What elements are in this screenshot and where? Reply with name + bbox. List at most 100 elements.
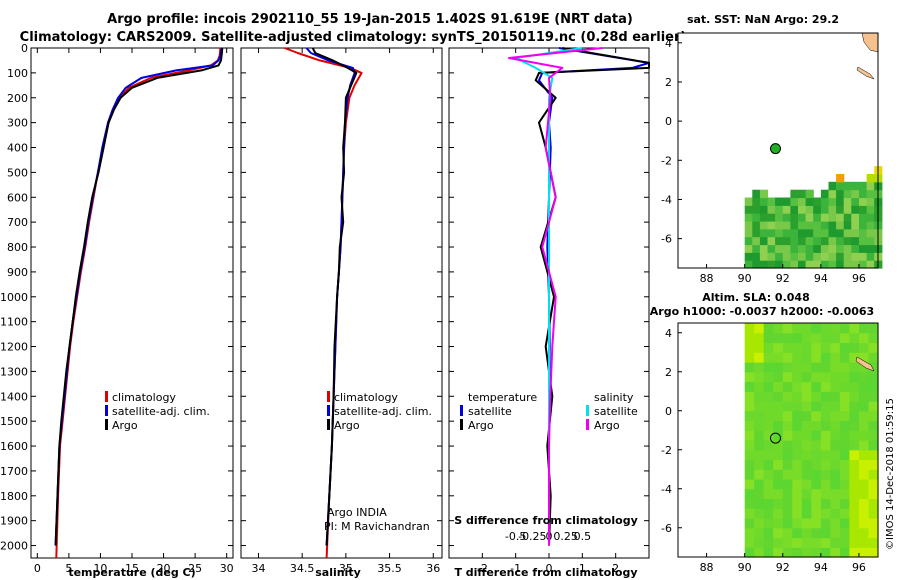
heatmap-cell bbox=[868, 449, 879, 461]
heatmap-cell bbox=[801, 527, 812, 539]
heatmap-cell bbox=[839, 488, 850, 500]
heatmap-cell bbox=[828, 236, 837, 246]
heatmap-cell bbox=[811, 488, 822, 500]
heatmap-cell bbox=[782, 498, 793, 509]
heatmap-cell bbox=[868, 342, 879, 353]
heatmap-cell bbox=[782, 518, 793, 529]
heatmap-cell bbox=[813, 260, 822, 269]
heatmap-cell bbox=[782, 430, 793, 441]
heatmap-cell bbox=[866, 205, 875, 214]
heatmap-cell bbox=[773, 449, 784, 461]
heatmap-cell bbox=[792, 371, 803, 383]
heatmap-cell bbox=[859, 221, 868, 230]
heatmap-cell bbox=[792, 479, 803, 490]
heatmap-cell bbox=[811, 449, 822, 461]
y-tick-label: 1400 bbox=[0, 390, 28, 403]
heatmap-cell bbox=[811, 518, 822, 529]
heatmap-cell bbox=[851, 228, 860, 238]
heatmap-cell bbox=[744, 371, 755, 383]
heatmap-cell bbox=[754, 469, 765, 480]
map-y-tick-label: -6 bbox=[661, 522, 672, 535]
salinity-legend: climatology satellite-adj. clim. Argo bbox=[327, 391, 432, 432]
heatmap-cell bbox=[828, 205, 837, 214]
legend-swatch-satellite bbox=[327, 405, 330, 416]
y-tick-label: 100 bbox=[7, 67, 28, 80]
heatmap-cell bbox=[820, 213, 830, 222]
heatmap-cell bbox=[782, 244, 791, 253]
heatmap-cell bbox=[805, 228, 814, 238]
heatmap-cell bbox=[868, 401, 879, 412]
heatmap-cell bbox=[849, 420, 860, 431]
heatmap-cell bbox=[782, 459, 793, 470]
heatmap-cell bbox=[782, 391, 793, 402]
heatmap-cell bbox=[801, 449, 812, 461]
heatmap-cell bbox=[866, 213, 875, 222]
legend-swatch-t-satellite bbox=[460, 405, 463, 416]
heatmap-cell bbox=[782, 469, 793, 480]
heatmap-cell bbox=[805, 213, 814, 222]
heatmap-cell bbox=[820, 260, 830, 269]
heatmap-cell bbox=[866, 197, 875, 206]
heatmap-cell bbox=[754, 498, 765, 509]
heatmap-cell bbox=[859, 391, 870, 402]
heatmap-cell bbox=[767, 228, 776, 238]
heatmap-cell bbox=[744, 352, 755, 363]
heatmap-cell bbox=[811, 440, 822, 451]
heatmap-cell bbox=[859, 197, 868, 206]
heatmap-cell bbox=[754, 547, 765, 558]
heatmap-cell bbox=[805, 252, 814, 261]
heatmap-cell bbox=[798, 205, 807, 214]
map-y-tick-label: 2 bbox=[665, 366, 672, 379]
heatmap-cell bbox=[836, 228, 845, 238]
heatmap-cell bbox=[775, 221, 784, 230]
heatmap-cell bbox=[754, 352, 765, 363]
heatmap-cell bbox=[759, 189, 769, 199]
heatmap-cell bbox=[866, 228, 875, 238]
heatmap-cell bbox=[839, 420, 850, 431]
heatmap-cell bbox=[839, 449, 850, 461]
heatmap-cell bbox=[767, 260, 776, 269]
heatmap-cell bbox=[763, 479, 774, 490]
legend-label-argo: Argo bbox=[334, 419, 360, 432]
heatmap-cell bbox=[859, 342, 870, 353]
heatmap-cell bbox=[744, 260, 753, 269]
heatmap-cell bbox=[836, 197, 845, 206]
heatmap-cell bbox=[849, 488, 860, 500]
legend-label-satellite: satellite-adj. clim. bbox=[334, 405, 432, 418]
heatmap-cell bbox=[820, 189, 830, 199]
legend-label-s-satellite: satellite bbox=[594, 405, 638, 418]
heatmap-cell bbox=[839, 362, 850, 373]
heatmap-cell bbox=[836, 236, 845, 246]
heatmap-cell bbox=[752, 189, 761, 199]
heatmap-cell bbox=[744, 221, 753, 230]
x-tick-label: 20 bbox=[157, 562, 171, 575]
heatmap-cell bbox=[775, 260, 784, 269]
heatmap-cell bbox=[849, 527, 860, 539]
s-axis-tick-label: -0.25 bbox=[518, 530, 546, 543]
heatmap-cell bbox=[820, 197, 830, 206]
heatmap-cell bbox=[830, 459, 841, 470]
heatmap-cell bbox=[868, 323, 879, 334]
heatmap-cell bbox=[849, 498, 860, 509]
heatmap-cell bbox=[754, 459, 765, 470]
heatmap-cell bbox=[811, 459, 822, 470]
heatmap-cell bbox=[744, 527, 755, 539]
heatmap-cell bbox=[868, 332, 879, 344]
heatmap-cell bbox=[782, 260, 791, 269]
salinity-x-axis: 34 34.5 35 35.5 36 bbox=[251, 48, 440, 575]
heatmap-cell bbox=[754, 420, 765, 431]
heatmap-cell bbox=[859, 213, 868, 222]
legend-temperature-title: temperature bbox=[468, 391, 537, 404]
heatmap-cell bbox=[767, 236, 776, 246]
heatmap-cell bbox=[752, 244, 761, 253]
heatmap-cell bbox=[839, 527, 850, 539]
heatmap-cell bbox=[830, 498, 841, 509]
annotation-pi: PI: M Ravichandran bbox=[324, 520, 430, 533]
heatmap-cell bbox=[792, 352, 803, 363]
heatmap-cell bbox=[849, 401, 860, 412]
map-x-tick-label: 90 bbox=[738, 272, 752, 285]
heatmap-cell bbox=[859, 508, 870, 519]
heatmap-cell bbox=[763, 391, 774, 402]
heatmap-cell bbox=[830, 410, 841, 422]
heatmap-cell bbox=[744, 440, 755, 451]
